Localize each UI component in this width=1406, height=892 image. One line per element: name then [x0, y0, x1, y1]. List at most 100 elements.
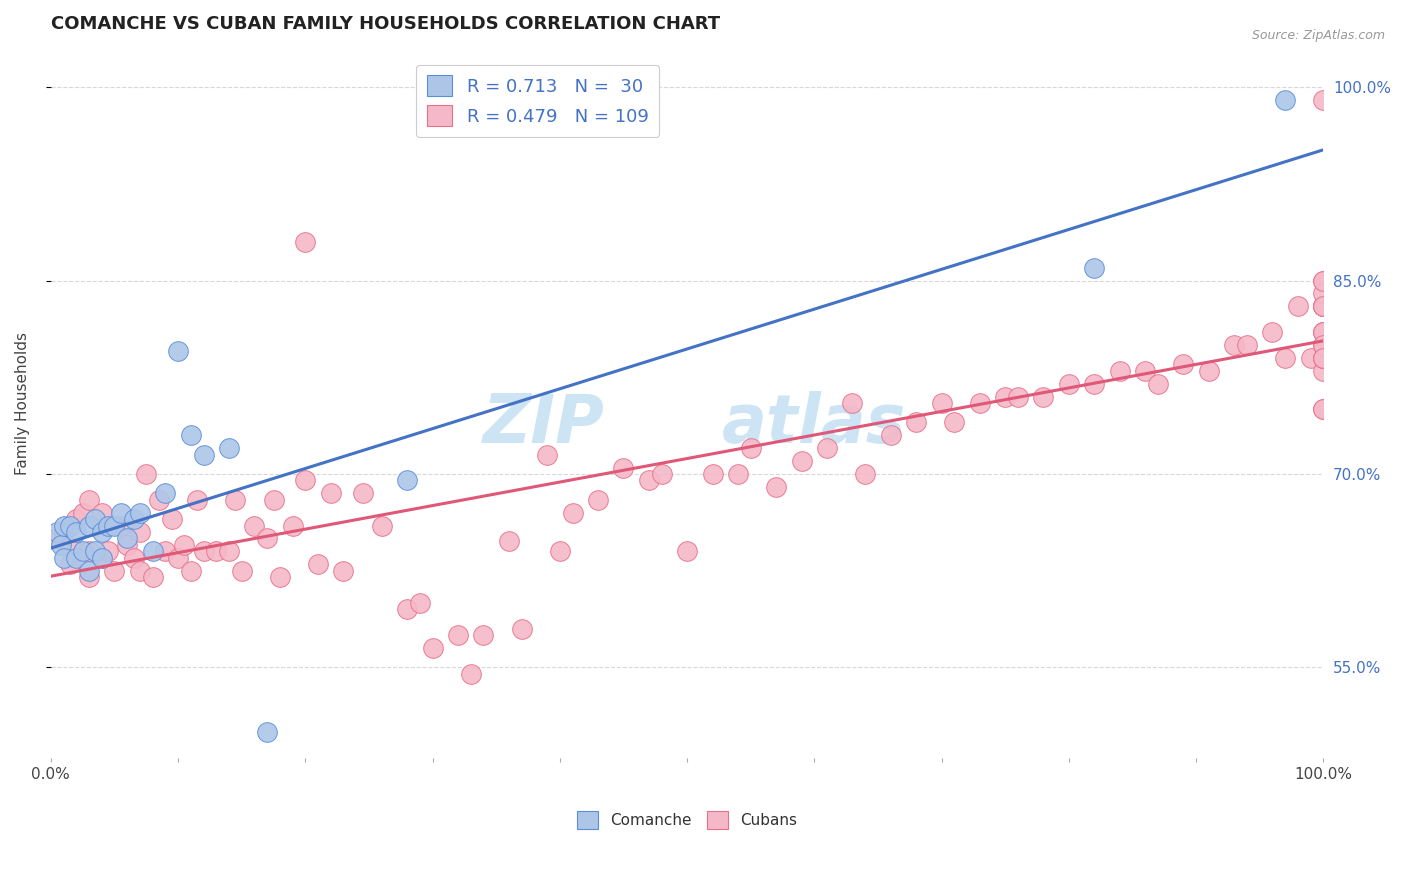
Point: [256, 532, 278, 546]
Point: [765, 480, 787, 494]
Text: ZIP: ZIP: [482, 392, 605, 458]
Point: [256, 724, 278, 739]
Point: [142, 570, 165, 584]
Point: [1312, 286, 1334, 301]
Point: [77, 492, 100, 507]
Point: [409, 596, 432, 610]
Point: [218, 544, 240, 558]
Point: [77, 518, 100, 533]
Point: [612, 460, 634, 475]
Point: [90, 550, 112, 565]
Point: [77, 570, 100, 584]
Point: [115, 538, 138, 552]
Point: [815, 441, 838, 455]
Point: [97, 518, 120, 533]
Point: [65, 512, 87, 526]
Point: [72, 544, 94, 558]
Point: [1312, 274, 1334, 288]
Point: [1312, 351, 1334, 365]
Point: [1312, 402, 1334, 417]
Point: [90, 524, 112, 539]
Point: [294, 235, 316, 249]
Point: [1312, 402, 1334, 417]
Point: [65, 544, 87, 558]
Point: [122, 512, 145, 526]
Point: [638, 474, 661, 488]
Point: [77, 564, 100, 578]
Point: [905, 416, 928, 430]
Point: [59, 518, 82, 533]
Y-axis label: Family Households: Family Households: [15, 332, 30, 475]
Point: [269, 570, 291, 584]
Point: [548, 544, 571, 558]
Point: [1299, 351, 1322, 365]
Point: [193, 448, 215, 462]
Point: [1312, 299, 1334, 313]
Point: [1133, 364, 1156, 378]
Point: [1312, 338, 1334, 352]
Point: [103, 518, 125, 533]
Point: [90, 550, 112, 565]
Point: [167, 550, 190, 565]
Point: [263, 492, 285, 507]
Point: [1236, 338, 1258, 352]
Point: [472, 628, 495, 642]
Point: [155, 486, 177, 500]
Point: [727, 467, 749, 481]
Point: [994, 390, 1017, 404]
Point: [243, 518, 266, 533]
Point: [1312, 299, 1334, 313]
Point: [853, 467, 876, 481]
Point: [110, 518, 132, 533]
Point: [352, 486, 374, 500]
Point: [49, 538, 72, 552]
Point: [422, 640, 444, 655]
Point: [155, 544, 177, 558]
Point: [676, 544, 699, 558]
Point: [1032, 390, 1054, 404]
Point: [1173, 357, 1195, 371]
Point: [59, 558, 82, 572]
Point: [1312, 325, 1334, 339]
Point: [180, 564, 202, 578]
Point: [498, 533, 520, 548]
Point: [740, 441, 762, 455]
Point: [77, 544, 100, 558]
Point: [52, 550, 75, 565]
Point: [205, 544, 228, 558]
Point: [65, 524, 87, 539]
Point: [1274, 93, 1296, 107]
Text: atlas: atlas: [723, 392, 907, 458]
Point: [1261, 325, 1284, 339]
Point: [167, 344, 190, 359]
Point: [879, 428, 901, 442]
Point: [396, 602, 419, 616]
Point: [307, 558, 329, 572]
Point: [1312, 325, 1334, 339]
Point: [160, 512, 183, 526]
Legend: Comanche, Cubans: Comanche, Cubans: [571, 805, 804, 835]
Point: [1198, 364, 1220, 378]
Point: [281, 518, 304, 533]
Point: [1312, 274, 1334, 288]
Point: [135, 467, 157, 481]
Point: [1286, 299, 1309, 313]
Point: [943, 416, 966, 430]
Point: [1083, 260, 1105, 275]
Point: [84, 512, 107, 526]
Point: [72, 506, 94, 520]
Point: [1057, 376, 1080, 391]
Point: [841, 396, 863, 410]
Point: [103, 564, 125, 578]
Point: [931, 396, 953, 410]
Point: [122, 550, 145, 565]
Point: [173, 538, 195, 552]
Point: [447, 628, 470, 642]
Point: [97, 544, 120, 558]
Point: [224, 492, 246, 507]
Point: [148, 492, 170, 507]
Point: [52, 518, 75, 533]
Text: COMANCHE VS CUBAN FAMILY HOUSEHOLDS CORRELATION CHART: COMANCHE VS CUBAN FAMILY HOUSEHOLDS CORR…: [51, 15, 720, 33]
Point: [115, 532, 138, 546]
Point: [319, 486, 342, 500]
